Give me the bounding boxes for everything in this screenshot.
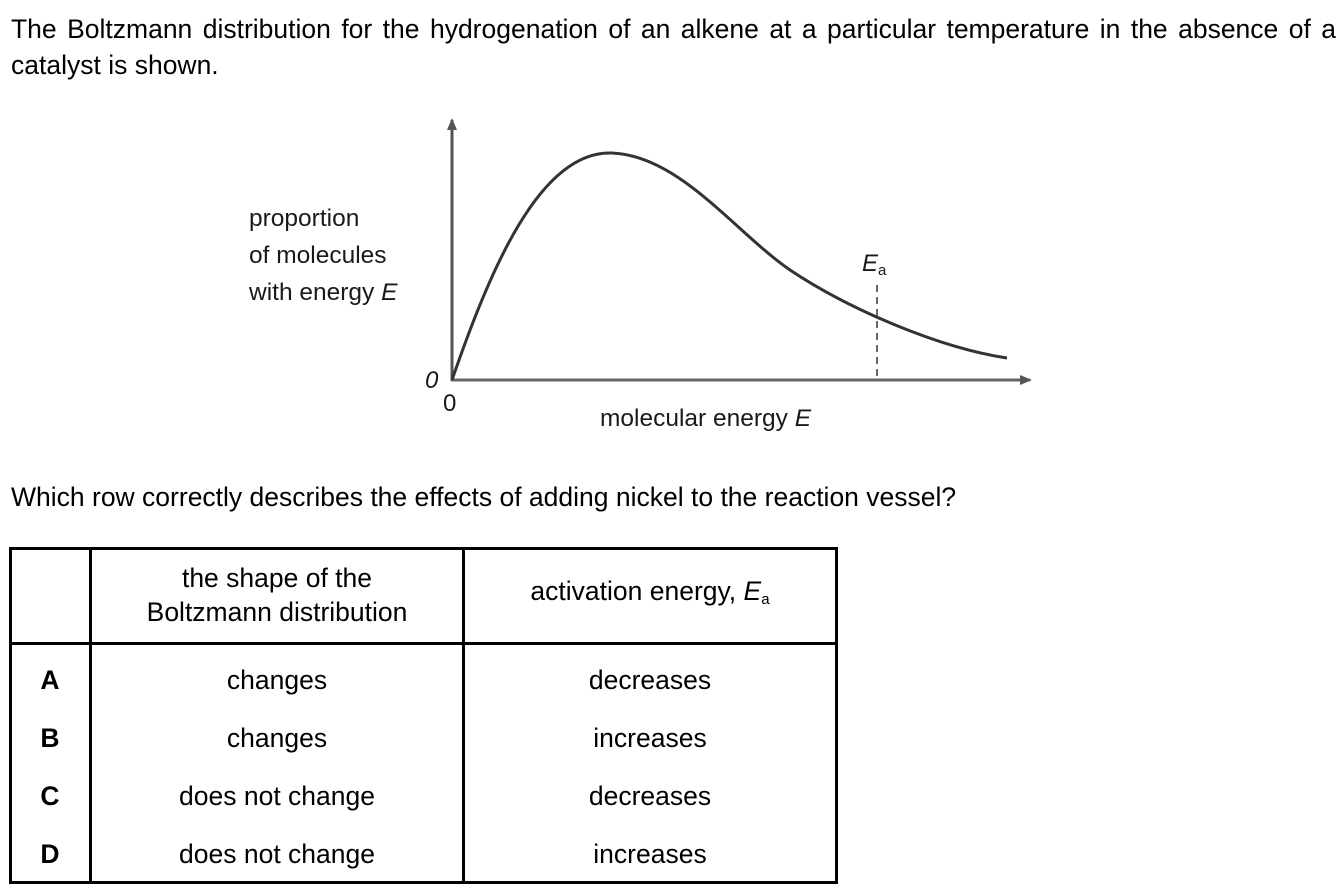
option-letter: A bbox=[11, 643, 92, 709]
table-row-b[interactable]: B changes increases bbox=[11, 709, 835, 767]
option-letter: B bbox=[11, 709, 92, 767]
option-letter: C bbox=[11, 767, 92, 825]
y-axis-variable: E bbox=[381, 279, 398, 306]
x-origin-label: 0 bbox=[443, 390, 457, 417]
option-ea: decreases bbox=[588, 780, 712, 811]
option-shape: does not change bbox=[90, 825, 465, 883]
distribution-curve bbox=[450, 151, 1008, 381]
x-axis-label: molecular energy E bbox=[600, 405, 812, 432]
table-header-row: the shape of the Boltzmann distribution … bbox=[11, 548, 835, 645]
option-letter: D bbox=[11, 825, 92, 883]
option-ea: increases bbox=[593, 722, 707, 753]
answer-table: the shape of the Boltzmann distribution … bbox=[11, 548, 835, 883]
option-ea: increases bbox=[593, 838, 707, 869]
option-ea: decreases bbox=[588, 664, 712, 695]
question-text: Which row correctly describes the effect… bbox=[11, 482, 957, 512]
y-axis-label-line-2: of molecules bbox=[249, 242, 387, 269]
y-axis-label-line-3: with energy E bbox=[249, 279, 398, 306]
option-shape: changes bbox=[90, 643, 465, 709]
y-axis-label-line-1: proportion bbox=[249, 205, 360, 232]
header-ea-cell: activation energy, Ea bbox=[463, 548, 835, 645]
table-row-a[interactable]: A changes decreases bbox=[11, 643, 835, 709]
y-axis-label: proportion of molecules with energy E bbox=[249, 200, 397, 311]
x-axis-variable: E bbox=[794, 405, 812, 432]
table-row-c[interactable]: C does not change decreases bbox=[11, 767, 835, 825]
option-shape: does not change bbox=[90, 767, 465, 825]
question-intro-text: The Boltzmann distribution for the hydro… bbox=[11, 14, 1336, 80]
option-shape: changes bbox=[90, 709, 465, 767]
header-letter-cell bbox=[11, 548, 92, 645]
header-shape-cell: the shape of the Boltzmann distribution bbox=[90, 548, 465, 645]
table-row-d[interactable]: D does not change increases bbox=[11, 825, 835, 883]
activation-energy-label: Ea bbox=[862, 250, 887, 279]
y-origin-label: 0 bbox=[425, 367, 439, 394]
